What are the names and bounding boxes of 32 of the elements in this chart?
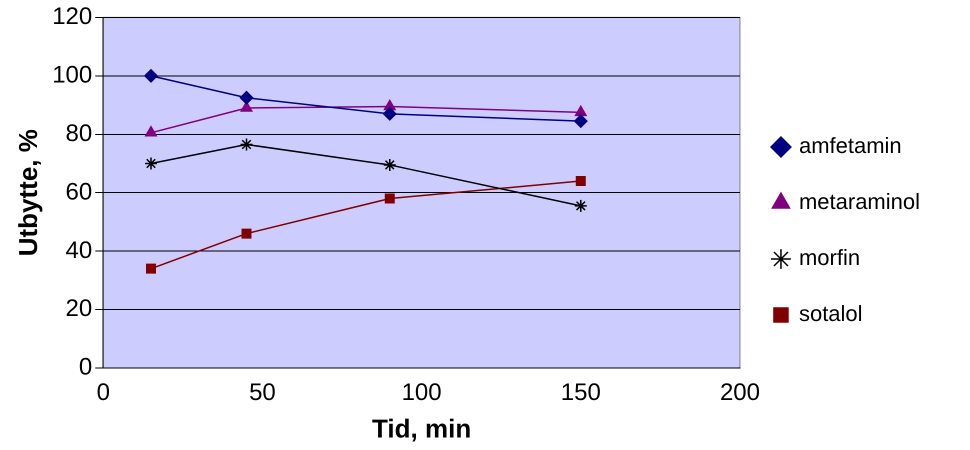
point [574,199,588,213]
point [383,158,397,172]
legend-label: amfetamin [798,133,902,158]
point [574,114,588,128]
y-tick-label: 20 [66,295,92,322]
point [242,228,252,239]
x-tick-label: 0 [96,379,110,406]
x-tick-label: 50 [249,379,276,406]
y-tick-label: 40 [66,236,92,264]
y-tick-label: 0 [78,354,92,381]
point [145,126,157,137]
point [574,106,587,116]
x-tick-label: 100 [402,379,442,406]
point [240,138,254,152]
x-tick-label: 150 [560,379,601,406]
y-tick-label: 60 [66,178,92,206]
x-tick-label: 200 [720,379,760,406]
legend-label: morfin [798,245,860,270]
point [144,69,158,83]
y-tick-label: 100 [52,61,92,88]
point [240,90,254,104]
legend-label: metaraminol [798,189,920,214]
point [144,156,158,170]
y-tick-label: 80 [66,120,92,147]
y-tick-label: 120 [52,3,92,30]
point [383,107,397,121]
point [576,176,586,186]
legend-label: sotalol [798,301,863,326]
x-axis-title: Tid, min [372,414,472,444]
y-axis-title: Utbytte, % [12,129,43,256]
point [146,264,156,274]
point [384,194,395,204]
